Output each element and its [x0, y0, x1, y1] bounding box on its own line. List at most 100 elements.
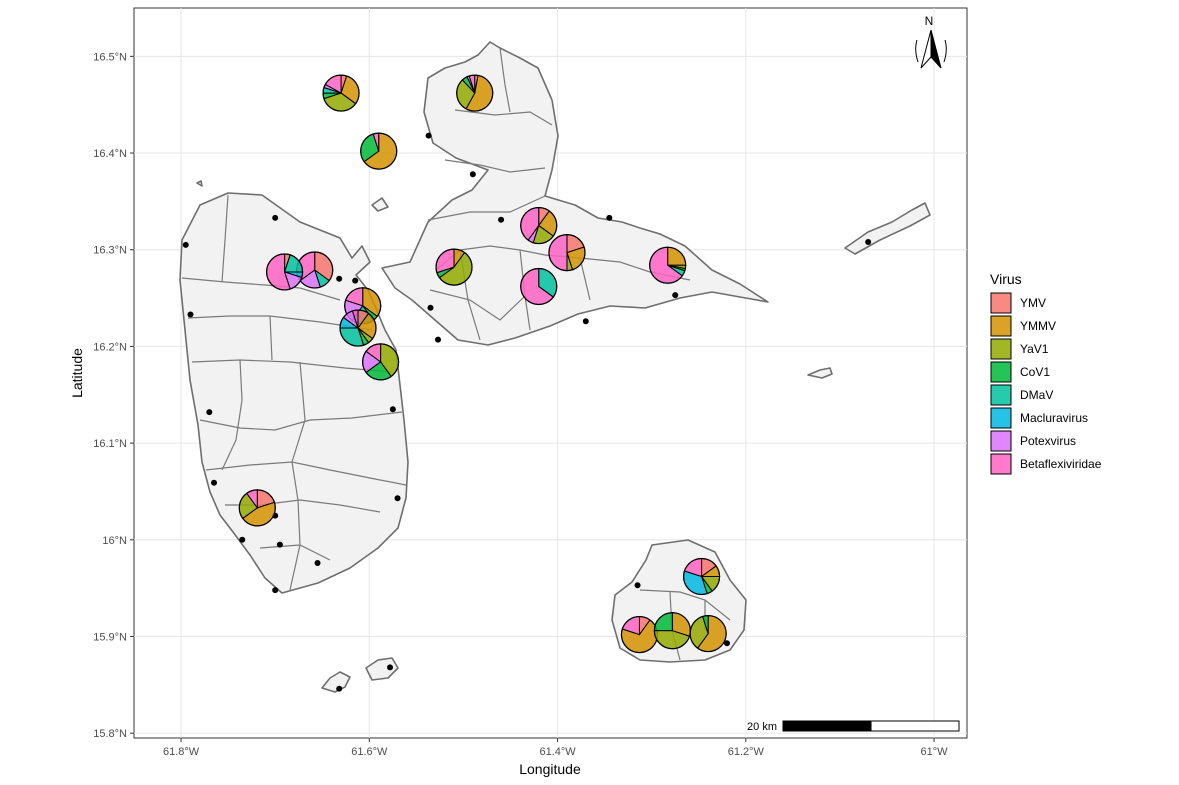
y-tick-label: 15.9°N	[93, 631, 127, 643]
pie-chart	[520, 206, 558, 245]
pie-chart	[689, 614, 727, 653]
pie-chart	[362, 343, 400, 381]
sample-point	[389, 406, 396, 413]
sample-point	[187, 311, 194, 318]
pie-chart	[520, 267, 558, 306]
sample-point	[272, 214, 279, 221]
legend-label: Macluravirus	[1020, 411, 1088, 425]
pie-outline	[238, 489, 276, 527]
sample-point	[336, 685, 343, 692]
islet-south-east	[807, 367, 833, 379]
pie-chart	[620, 615, 659, 654]
pie-chart	[682, 557, 721, 596]
pie-outline	[548, 234, 586, 272]
pie-chart	[296, 251, 334, 289]
legend-key	[990, 453, 1012, 475]
legend-key	[990, 407, 1012, 429]
sample-point	[672, 292, 679, 299]
pie-outline	[322, 74, 360, 112]
pie-chart	[649, 246, 687, 284]
sample-point	[435, 336, 442, 343]
sample-point	[182, 241, 189, 248]
sample-point	[272, 587, 279, 594]
legend-label: YaV1	[1020, 342, 1049, 356]
pie-outline	[689, 614, 727, 653]
pie-outline	[339, 309, 377, 347]
sample-point	[634, 582, 641, 589]
islet-grand-cul-de-sac	[371, 197, 389, 212]
x-axis-title: Longitude	[519, 761, 581, 777]
scale-bar: 20 km	[747, 720, 960, 733]
pie-outline	[265, 253, 304, 291]
y-tick-label: 16.2°N	[93, 341, 127, 353]
legend-label: Betaflexiviridae	[1020, 457, 1102, 471]
x-tick-label: 61.4°W	[539, 746, 576, 758]
pie-chart	[339, 309, 377, 347]
legend: Virus YMV YMMV YaV1 CoV1 DMaV Macluravirus Pot…	[990, 271, 1102, 475]
sample-point	[387, 664, 394, 671]
y-ticks: 15.8°N 15.9°N 16°N 16.1°N 16.2°N 16.3°N 16.4°N…	[93, 51, 134, 740]
pie-outline	[435, 248, 473, 286]
legend-key	[990, 430, 1012, 452]
north-arrow-icon: N	[915, 14, 947, 69]
sample-point	[606, 214, 613, 221]
x-ticks: 61.8°W 61.6°W 61.4°W 61.2°W 61°W	[163, 738, 948, 758]
sample-point	[469, 171, 476, 178]
x-tick-label: 61.6°W	[351, 746, 388, 758]
x-tick-label: 61.8°W	[163, 746, 200, 758]
legend-label: DMaV	[1020, 388, 1053, 402]
legend-key	[990, 361, 1012, 383]
sample-point	[723, 640, 730, 647]
y-tick-label: 16.1°N	[93, 438, 127, 450]
sample-point	[276, 541, 283, 548]
y-tick-label: 16.3°N	[93, 245, 127, 257]
y-tick-label: 16°N	[102, 535, 127, 547]
pie-outline	[520, 206, 558, 245]
sample-point	[239, 536, 246, 543]
sample-point	[425, 132, 432, 139]
legend-key	[990, 338, 1012, 360]
pie-chart	[265, 253, 304, 291]
sample-point	[336, 275, 343, 282]
sample-points	[182, 132, 872, 692]
sample-point	[427, 304, 434, 311]
legend-key	[990, 292, 1012, 314]
pie-outline	[360, 132, 398, 170]
pie-chart	[238, 489, 276, 527]
island-les-saintes-east	[365, 657, 399, 681]
scale-bar-label: 20 km	[747, 721, 777, 733]
legend-key	[990, 384, 1012, 406]
pie-chart	[653, 612, 691, 650]
sample-point	[394, 495, 401, 502]
y-tick-label: 16.5°N	[93, 51, 127, 63]
north-arrow-label: N	[925, 14, 934, 28]
pie-outline	[682, 557, 721, 596]
pie-outline	[520, 267, 558, 306]
legend-label: Potexvirus	[1020, 434, 1076, 448]
pie-outline	[649, 246, 687, 284]
y-axis-title: Latitude	[69, 348, 85, 398]
sample-point	[314, 559, 321, 566]
sample-point	[211, 479, 218, 486]
legend-label: YMV	[1020, 296, 1046, 310]
sample-point	[865, 238, 872, 245]
island-les-saintes-west	[321, 671, 351, 693]
sample-point	[498, 216, 505, 223]
pie-outline	[456, 74, 494, 112]
legend-key	[990, 315, 1012, 337]
legend-label: YMMV	[1020, 319, 1056, 333]
pie-chart	[548, 234, 586, 272]
pie-chart	[360, 132, 398, 170]
islet-north-west	[196, 180, 203, 187]
pie-outline	[362, 343, 400, 381]
pie-chart	[435, 248, 473, 286]
pie-chart	[322, 74, 360, 112]
sample-point	[206, 409, 213, 416]
x-tick-label: 61.2°W	[728, 746, 765, 758]
legend-title: Virus	[990, 271, 1022, 287]
pie-chart	[456, 74, 494, 112]
sample-point	[352, 277, 359, 284]
sample-point	[582, 318, 589, 325]
x-tick-label: 61°W	[921, 746, 949, 758]
